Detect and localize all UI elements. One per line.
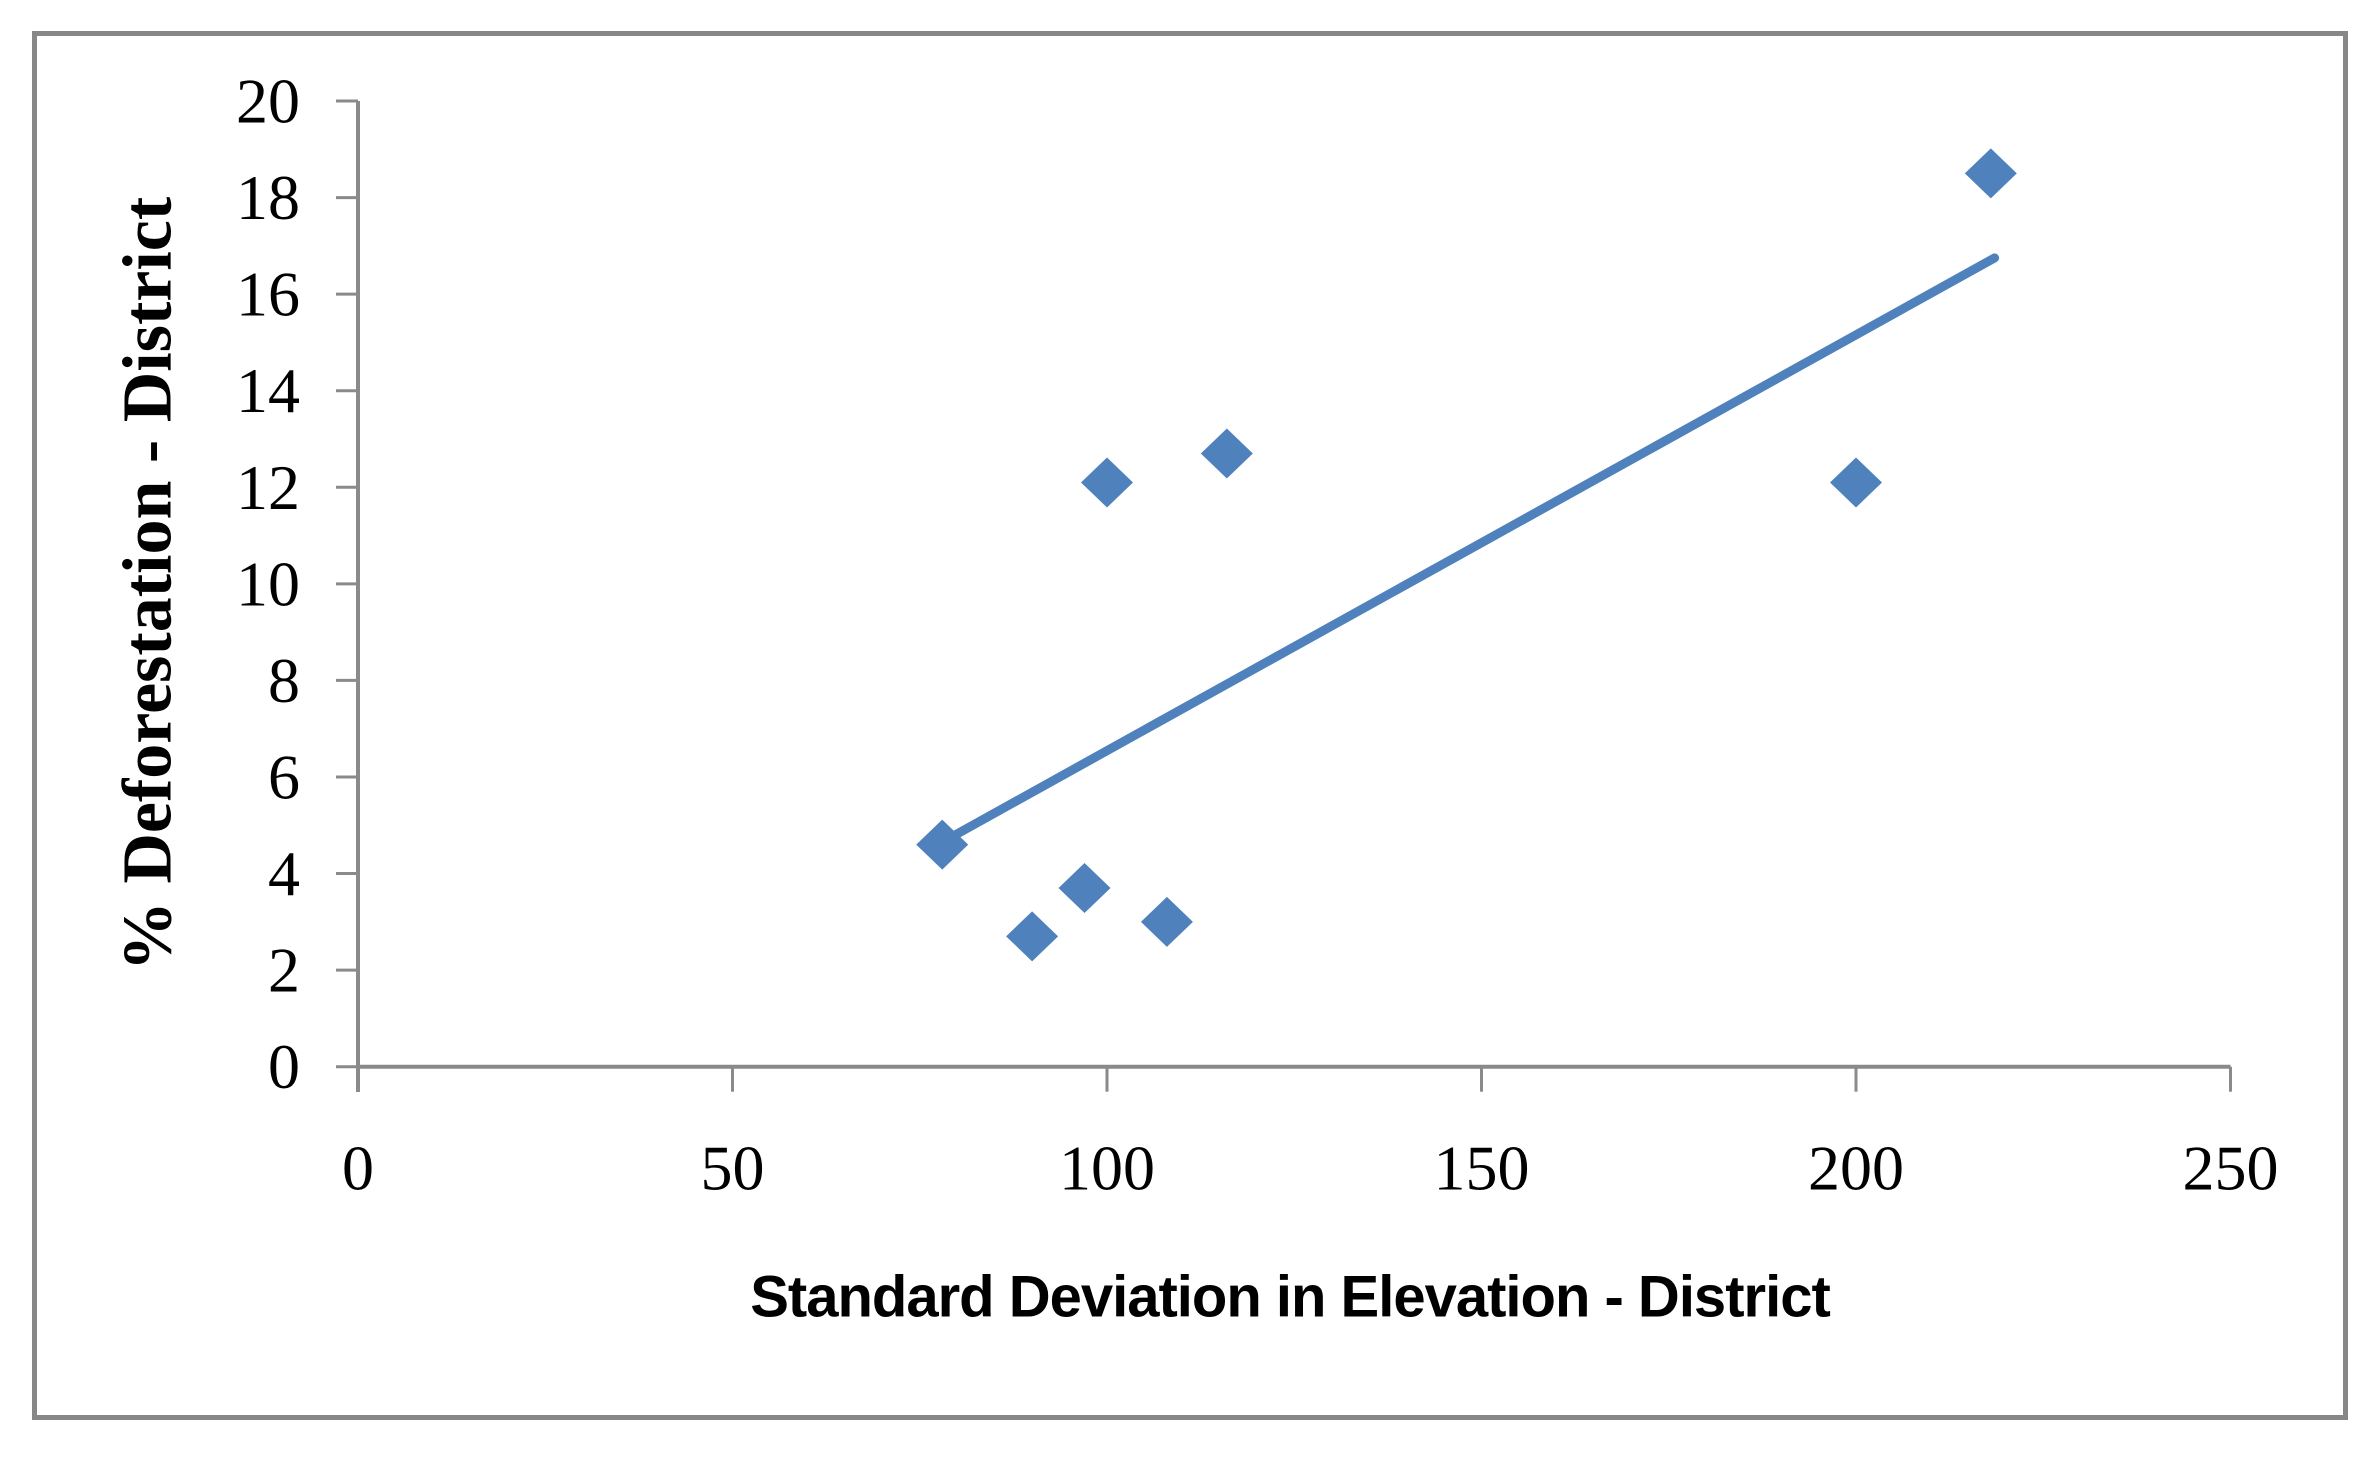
trendline [937,253,2000,847]
x-tick-label: 200 [1808,1133,1904,1204]
data-point-diamond [916,819,969,870]
series-layer [916,148,2017,962]
y-tick-label: 0 [268,1031,300,1102]
y-axis-ticks [336,99,358,1069]
y-tick-label: 16 [236,259,300,330]
data-point-diamond [1830,457,1882,508]
y-tick-label: 2 [268,935,300,1006]
figure-border [32,31,2348,1420]
y-tick-label: 18 [236,162,300,233]
x-axis-tick-labels: 0 50 100 150 200 250 [342,1133,2279,1204]
y-tick-label: 6 [268,741,300,812]
data-point-diamond [1081,457,1133,508]
x-axis-title: Standard Deviation in Elevation - Distri… [750,1265,1830,1330]
y-tick-label: 20 [236,66,300,137]
data-point-diamond [1964,148,2017,199]
x-tick-label: 250 [2183,1133,2279,1204]
y-tick-label: 14 [236,355,300,426]
y-tick-label: 4 [268,838,300,909]
data-point-diamond [1200,428,1253,479]
data-point-diamond [1058,863,1111,914]
y-tick-label: 12 [236,452,300,523]
y-axis-tick-labels: 0 2 4 6 8 10 12 14 16 18 20 [236,66,300,1103]
x-tick-label: 0 [342,1133,374,1204]
y-axis-title: % Deforestation - District [110,197,187,971]
y-tick-label: 10 [236,548,300,619]
data-point-diamond [1006,911,1059,962]
x-tick-label: 150 [1434,1133,1530,1204]
x-tick-label: 100 [1059,1133,1155,1204]
x-tick-label: 50 [701,1133,765,1204]
x-axis-ticks [356,1066,2232,1092]
y-tick-label: 8 [268,645,300,716]
data-point-diamond [1140,896,1193,947]
